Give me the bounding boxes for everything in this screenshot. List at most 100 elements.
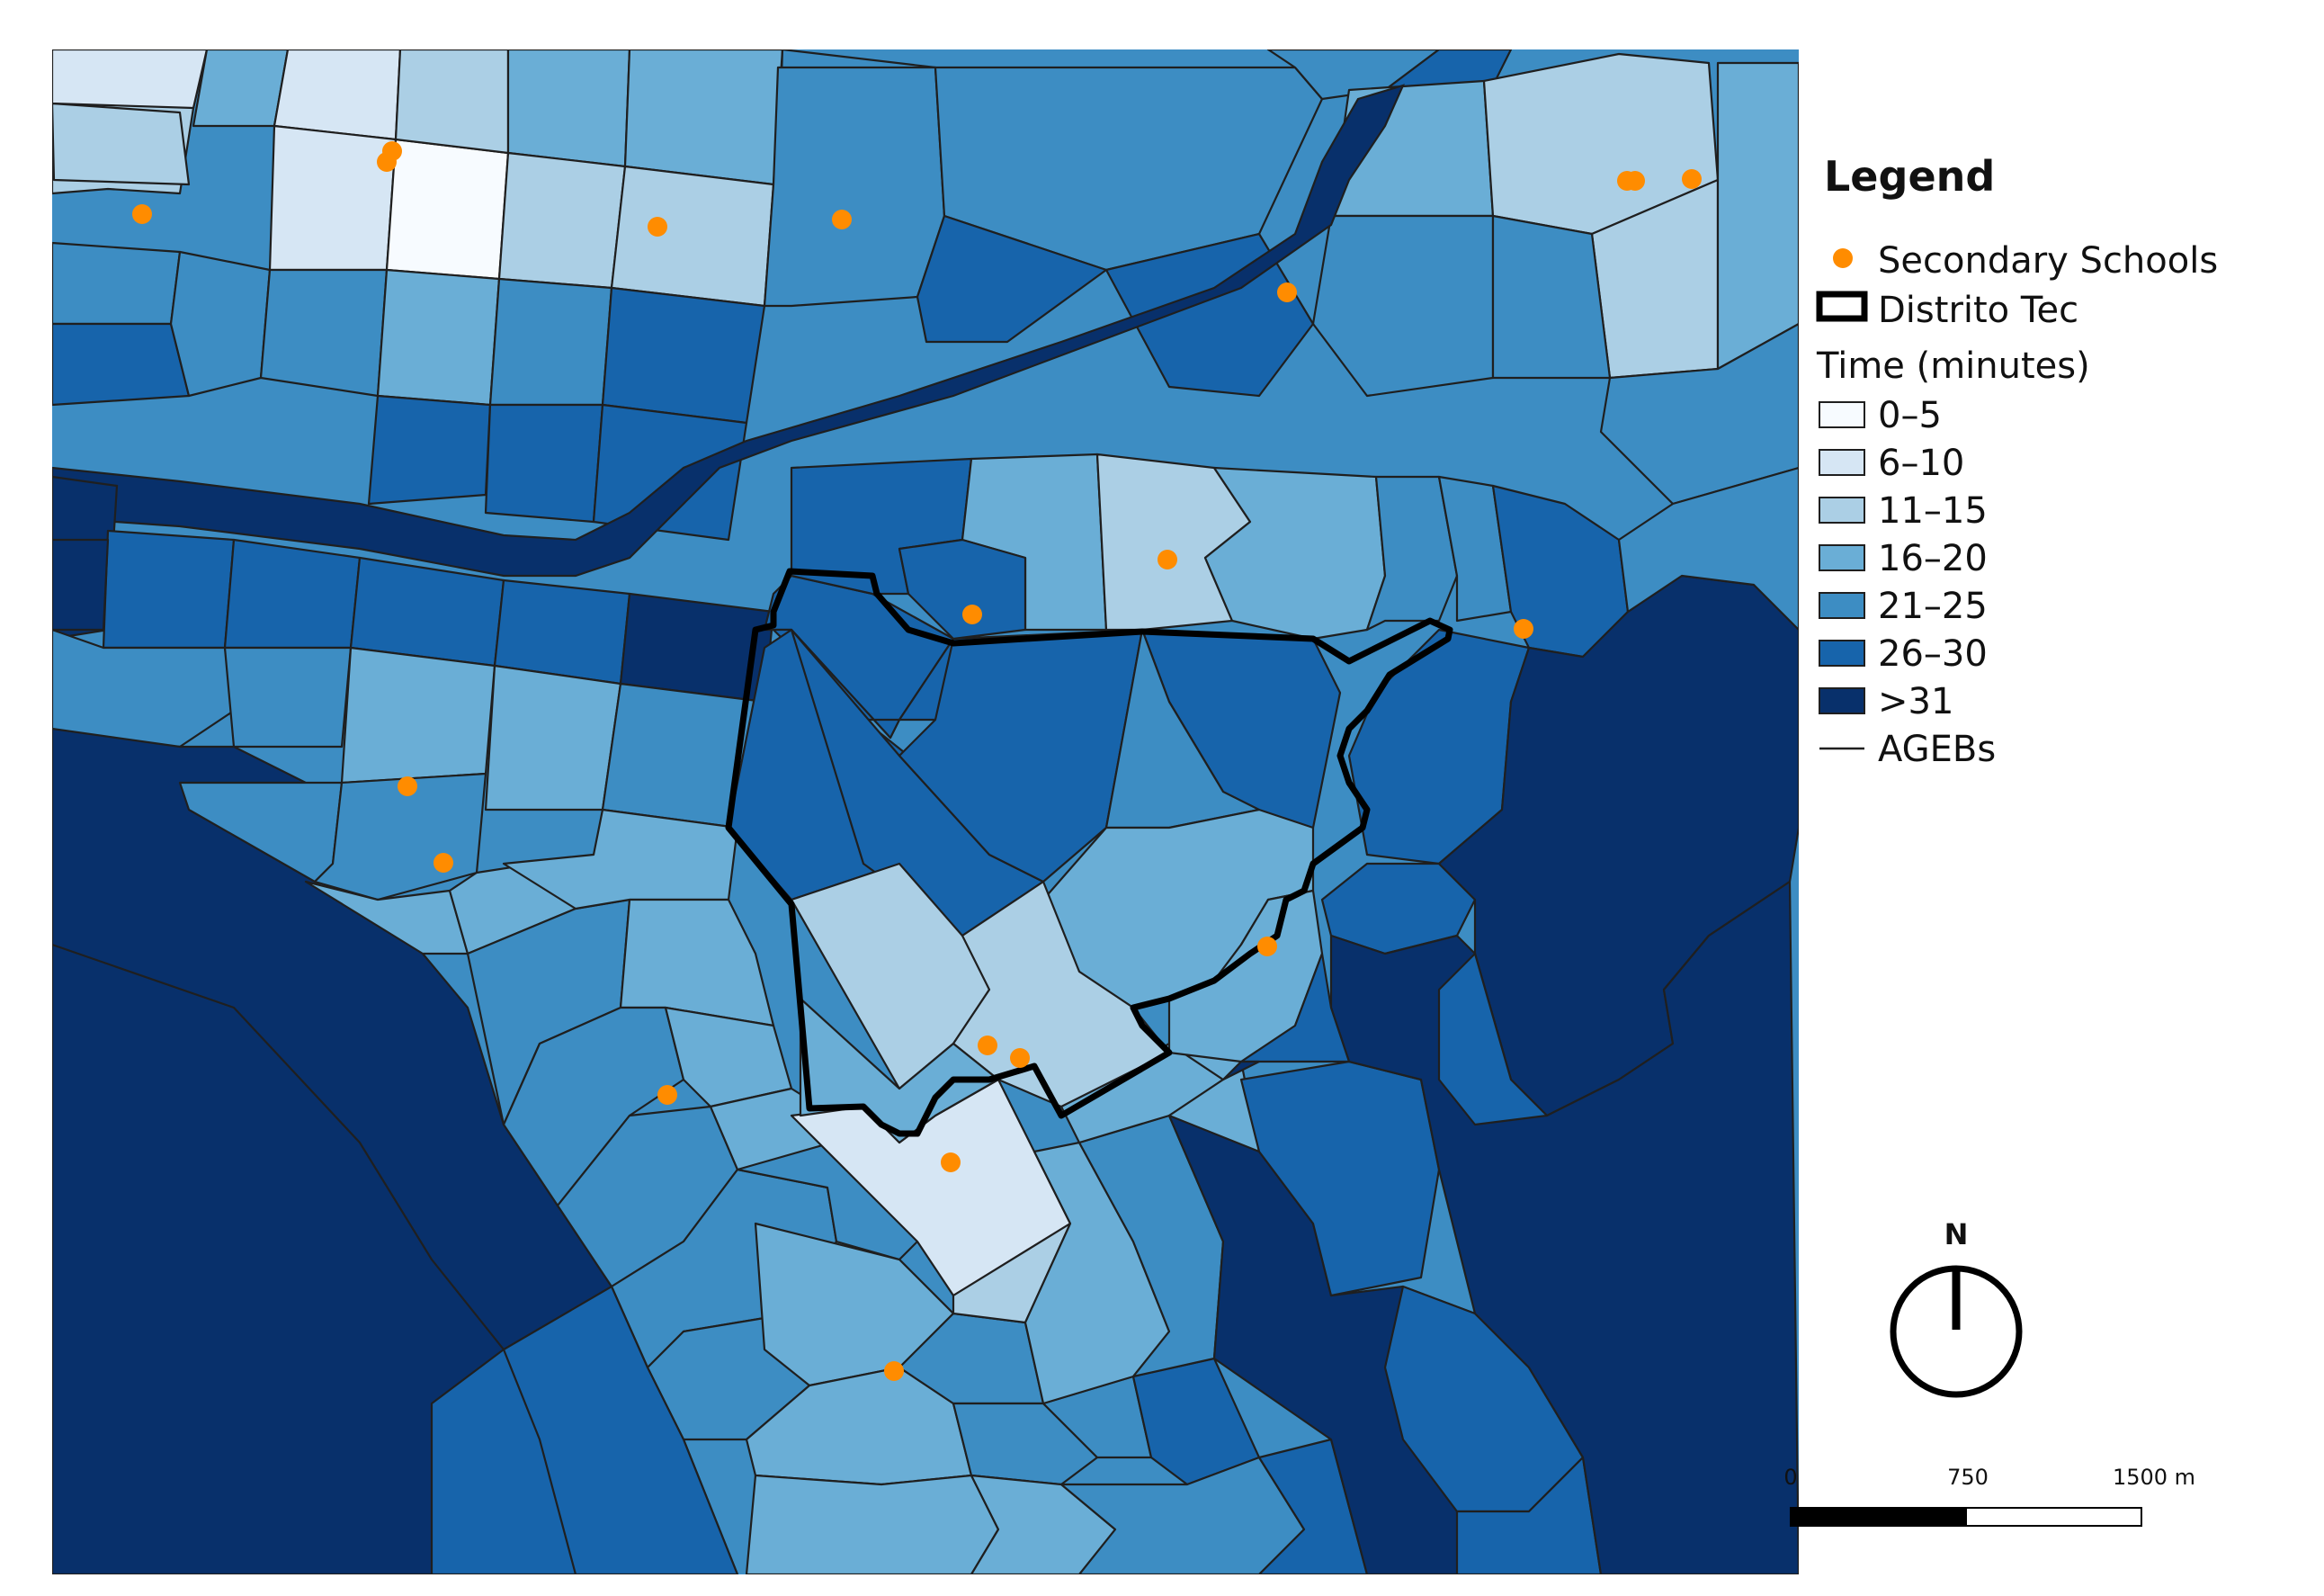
ageb-polygon: [623, 49, 784, 186]
school-point: [1682, 169, 1702, 189]
school-point: [1010, 1048, 1030, 1068]
ageb-polygon: [484, 664, 622, 811]
school-point: [1257, 937, 1277, 956]
ageb-polygon: [952, 880, 1171, 1108]
legend-class-label: 16–20: [1878, 538, 1988, 579]
legend-class-label: 11–15: [1878, 490, 1988, 532]
legend-class-label: 21–25: [1878, 586, 1988, 627]
ageb-polygon: [394, 49, 510, 155]
legend-classes: 0–5 6–10 11–15 16–20 21–25 26–30 >31: [1819, 395, 1988, 722]
scale-label-1500: 1500 m: [2113, 1465, 2195, 1490]
legend-swatch: [1819, 544, 1865, 571]
north-arrow: N: [1890, 1217, 2023, 1398]
ageb-polygon: [1716, 61, 1799, 371]
ageb-polygon: [223, 646, 353, 749]
ageb-polygon: [1203, 466, 1387, 641]
map-area: [52, 49, 1799, 1574]
school-point: [1277, 282, 1297, 302]
school-point: [648, 217, 667, 237]
scale-label-0: 0: [1783, 1465, 1797, 1490]
ageb-polygon: [610, 165, 775, 308]
ageb-polygon: [430, 1348, 577, 1574]
ageb-polygon: [223, 538, 362, 650]
legend-class-label: 26–30: [1878, 633, 1988, 675]
ageb-polygon: [502, 808, 739, 910]
ageb-polygon: [367, 394, 492, 506]
legend-school-symbol: [1833, 248, 1853, 268]
ageb-polygon: [952, 1402, 1099, 1486]
legend-ageb-label: AGEBs: [1878, 729, 1996, 770]
legend-swatch: [1819, 640, 1865, 667]
ageb-polygon: [1221, 1060, 1261, 1081]
ageb-polygon: [385, 138, 510, 281]
ageb-polygon: [1491, 214, 1612, 380]
legend-district-symbol: [1816, 291, 1868, 322]
ageb-polygon: [52, 538, 110, 632]
ageb-polygon: [340, 646, 496, 785]
legend-class-label: 0–5: [1878, 395, 1942, 436]
school-point: [978, 1036, 997, 1055]
ageb-polygon: [376, 268, 501, 407]
ageb-polygon: [1599, 322, 1799, 506]
ageb-polygon: [916, 214, 1108, 344]
school-point: [1514, 619, 1533, 639]
legend-swatch: [1819, 592, 1865, 619]
school-point: [398, 776, 417, 796]
ageb-polygon: [502, 1285, 739, 1574]
scale-bar-white-segment: [1965, 1507, 2142, 1527]
ageb-polygon: [169, 250, 272, 398]
legend-swatch: [1819, 449, 1865, 476]
legend-district-label: Distrito Tec: [1878, 290, 2078, 331]
legend-time-title: Time (minutes): [1816, 345, 2090, 387]
river-channel: [52, 84, 1405, 578]
ageb-polygon: [273, 49, 402, 141]
north-label: N: [1944, 1217, 1969, 1251]
school-point: [884, 1361, 904, 1381]
school-point: [832, 210, 852, 229]
school-point: [962, 605, 982, 624]
ageb-polygon: [52, 49, 209, 110]
ageb-polygon: [52, 102, 191, 186]
ageb-polygon: [52, 322, 191, 407]
legend-swatch: [1819, 497, 1865, 524]
ageb-polygon: [102, 529, 236, 650]
ageb-polygon: [1437, 952, 1549, 1126]
ageb-polygon: [1617, 466, 1799, 632]
legend-swatch: [1819, 687, 1865, 714]
legend-swatch: [1819, 401, 1865, 428]
ageb-polygon: [52, 241, 182, 326]
ageb-polygon: [488, 277, 613, 407]
school-point: [941, 1152, 961, 1172]
ageb-polygon: [1311, 214, 1495, 398]
ageb-polygon: [497, 151, 627, 290]
ageb-polygon: [259, 268, 389, 398]
scale-bar: 0 750 1500 m: [1783, 1465, 2195, 1527]
legend-schools-label: Secondary Schools: [1878, 240, 2218, 282]
ageb-polygon: [763, 66, 946, 308]
ageb-polygon: [1239, 952, 1351, 1063]
school-point: [382, 141, 402, 161]
ageb-polygon: [52, 628, 236, 749]
legend-title: Legend: [1824, 152, 1995, 201]
school-point: [1625, 171, 1645, 191]
ageb-polygon: [192, 49, 290, 128]
ageb-polygon: [592, 403, 748, 542]
ageb-polygon: [268, 124, 398, 272]
ageb-polygon: [506, 49, 631, 168]
ageb-polygon: [1437, 475, 1513, 623]
legend-class-label: >31: [1878, 681, 1953, 722]
ageb-polygon: [484, 403, 604, 524]
school-point: [657, 1085, 677, 1105]
school-point: [132, 204, 152, 224]
ageb-polygon: [745, 1474, 1000, 1574]
legend-class-label: 6–10: [1878, 443, 1964, 484]
ageb-polygon: [898, 538, 1027, 641]
ageb-polygon: [601, 286, 766, 425]
school-points: [132, 141, 1702, 1381]
scale-bar-black-segment: [1790, 1507, 1967, 1527]
legend: Legend Secondary Schools Distrito Tec Ti…: [1816, 152, 2218, 770]
school-point: [1158, 550, 1177, 569]
school-point: [434, 853, 453, 873]
scale-label-750: 750: [1947, 1465, 1989, 1490]
